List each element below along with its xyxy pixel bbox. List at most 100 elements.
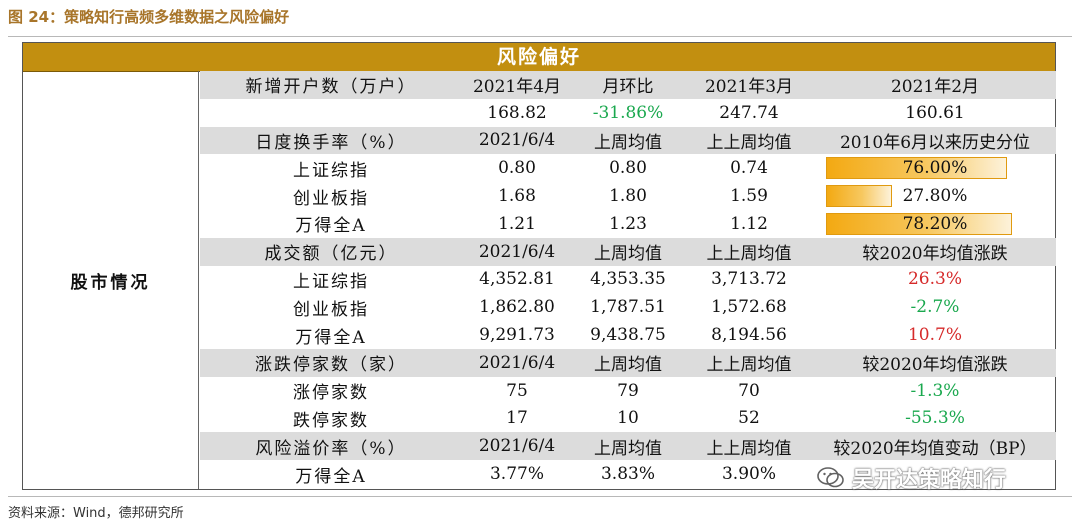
- table-cell: 月环比: [602, 77, 654, 98]
- row-label: 日度换手率（%）: [255, 132, 407, 153]
- percentile-value: 78.20%: [902, 213, 968, 234]
- risk-appetite-table: 风险偏好 股市情况 新增开户数（万户） 2021年4月 月环比 2021年3月 2021…: [22, 42, 1056, 490]
- table-cell: 3,713.72: [711, 269, 787, 290]
- table-cell: 上上周均值: [706, 244, 792, 265]
- table-cell: 52: [738, 408, 760, 429]
- table-cell: 1,572.68: [711, 297, 787, 318]
- percentile-value: 76.00%: [902, 158, 968, 179]
- table-cell: 上周均值: [594, 438, 662, 459]
- table-grid: 新增开户数（万户） 2021年4月 月环比 2021年3月 2021年2月 168.82 -…: [200, 71, 1056, 488]
- table-cell: 1,862.80: [479, 297, 555, 318]
- row-label: 新增开户数（万户）: [245, 77, 417, 98]
- bottom-rule: [8, 496, 1072, 497]
- row-label: 风险溢价率（%）: [255, 438, 407, 459]
- table-cell: 168.82: [487, 102, 547, 123]
- percentile-bar-track: [826, 185, 1064, 208]
- table-row: 万得全A 1.21 1.23 1.12 78.20%: [200, 210, 1056, 238]
- table-cell: 上周均值: [594, 132, 662, 153]
- watermark-text: 吴开达策略知行: [852, 468, 1007, 493]
- section-header-row: 涨跌停家数（家） 2021/6/4 上周均值 上上周均值 较2020年均值涨跌: [200, 348, 1056, 377]
- table-cell: 2021/6/4: [478, 241, 556, 262]
- table-cell: -1.3%: [910, 380, 960, 401]
- source-note: 资料来源：Wind，德邦研究所: [8, 506, 184, 521]
- percentile-bar: [826, 212, 1013, 235]
- top-rule: [8, 36, 1072, 37]
- table-cell: 较2020年均值涨跌: [862, 244, 1008, 265]
- row-label: 万得全A: [295, 466, 367, 487]
- table-cell: 2021/6/4: [478, 130, 556, 151]
- table-cell: 9,438.75: [590, 325, 666, 346]
- table-cell: 2021年3月: [704, 77, 794, 98]
- percentile-bar: [826, 157, 1007, 180]
- table-cell: 上上周均值: [706, 355, 792, 376]
- table-cell: 上周均值: [594, 244, 662, 265]
- table-cell: 2021年4月: [472, 77, 562, 98]
- row-label: 上证综指: [293, 160, 369, 181]
- table-row: 创业板指 1.68 1.80 1.59 27.80%: [200, 182, 1056, 210]
- percentile-bar: [826, 185, 893, 208]
- table-cell: 2021/6/4: [478, 352, 556, 373]
- percentile-bar-track: [826, 212, 1064, 235]
- table-cell: 79: [617, 380, 639, 401]
- table-cell: 4,353.35: [590, 269, 666, 290]
- table-cell: 8,194.56: [711, 325, 787, 346]
- table-cell: -2.7%: [910, 297, 960, 318]
- percentile-bar-track: [826, 157, 1064, 180]
- table-cell: 247.74: [719, 102, 779, 123]
- table-cell: 较2020年均值变动（BP）: [833, 438, 1037, 459]
- table-cell: 17: [506, 408, 528, 429]
- table-row: 跌停家数 17 10 52 -55.3%: [200, 405, 1056, 433]
- table-cell: 上周均值: [594, 355, 662, 376]
- table-cell: 160.61: [905, 102, 965, 123]
- row-label: 涨跌停家数（家）: [255, 355, 407, 376]
- table-cell: 2021/6/4: [478, 436, 556, 457]
- row-label: 万得全A: [295, 327, 367, 348]
- stock-market-label: 股市情况: [23, 71, 199, 489]
- table-cell: 0.80: [498, 158, 536, 179]
- table-cell: 2010年6月以来历史分位: [839, 132, 1031, 153]
- row-label: 创业板指: [293, 299, 369, 320]
- table-cell: 较2020年均值涨跌: [862, 355, 1008, 376]
- table-cell: 1.12: [730, 213, 768, 234]
- section-header-row: 风险溢价率（%） 2021/6/4 上周均值 上上周均值 较2020年均值变动（BP）: [200, 432, 1056, 461]
- table-header: 风险偏好: [23, 43, 1055, 72]
- wechat-icon: [817, 467, 844, 488]
- table-cell: 1.21: [498, 213, 536, 234]
- table-cell: 1.68: [498, 186, 536, 207]
- table-row: 万得全A 9,291.73 9,438.75 8,194.56 10.7%: [200, 321, 1056, 349]
- table-row: 上证综指 0.80 0.80 0.74 76.00%: [200, 154, 1056, 182]
- table-cell: 70: [738, 380, 760, 401]
- row-label: [200, 99, 462, 127]
- table-cell: 1.80: [609, 186, 647, 207]
- table-cell: 3.77%: [489, 464, 544, 485]
- table-row: 万得全A 3.77% 3.83% 3.90%: [200, 460, 1056, 488]
- table-cell: 2021年2月: [890, 77, 980, 98]
- row-label: 上证综指: [293, 271, 369, 292]
- row-label: 创业板指: [293, 188, 369, 209]
- table-cell: 0.74: [730, 158, 768, 179]
- table-cell: 0.80: [609, 158, 647, 179]
- wechat-watermark: 吴开达策略知行: [816, 462, 1006, 494]
- figure-title: 图 24：策略知行高频多维数据之风险偏好: [8, 8, 290, 26]
- table-cell: 1,787.51: [590, 297, 666, 318]
- row-label: 万得全A: [295, 216, 367, 237]
- table-row: 创业板指 1,862.80 1,787.51 1,572.68 -2.7%: [200, 293, 1056, 321]
- section-header-row: 新增开户数（万户） 2021年4月 月环比 2021年3月 2021年2月: [200, 71, 1056, 99]
- row-label: 跌停家数: [293, 410, 369, 431]
- table-cell: 上上周均值: [706, 438, 792, 459]
- section-header-row: 日度换手率（%） 2021/6/4 上周均值 上上周均值 2010年6月以来历史分位: [200, 126, 1056, 155]
- table-cell: -31.86%: [592, 102, 664, 123]
- table-cell: 上上周均值: [706, 132, 792, 153]
- table-cell: 1.23: [609, 213, 647, 234]
- table-row: 上证综指 4,352.81 4,353.35 3,713.72 26.3%: [200, 266, 1056, 294]
- table-cell: 10.7%: [907, 325, 962, 346]
- table-cell: 26.3%: [907, 269, 962, 290]
- table-row: 168.82 -31.86% 247.74 160.61: [200, 99, 1056, 127]
- table-cell: 9,291.73: [479, 325, 555, 346]
- table-cell: 4,352.81: [479, 269, 555, 290]
- table-cell: 1.59: [730, 186, 768, 207]
- table-row: 涨停家数 75 79 70 -1.3%: [200, 377, 1056, 405]
- section-header-row: 成交额（亿元） 2021/6/4 上周均值 上上周均值 较2020年均值涨跌: [200, 237, 1056, 266]
- row-label: 成交额（亿元）: [264, 244, 398, 265]
- table-cell: 10: [617, 408, 639, 429]
